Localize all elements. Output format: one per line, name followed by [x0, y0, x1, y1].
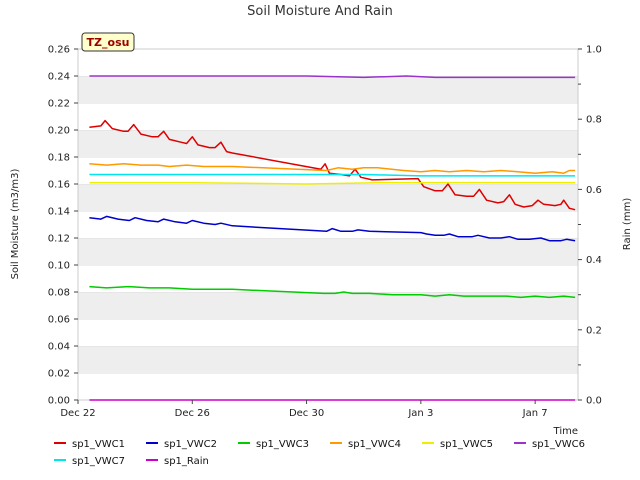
series-line-sp1_VWC6: [89, 75, 576, 79]
y2-tick-label: 0.4: [586, 255, 602, 266]
y-tick-label: 0.04: [48, 342, 70, 353]
series-line-sp1_VWC7: [89, 173, 576, 177]
right-y-axis: 0.0 0.2 0.4 0.6 0.8 1.0: [578, 45, 602, 407]
legend: sp1_VWC1 sp1_VWC2 sp1_VWC3 sp1_VWC4 sp1_VWC5…: [54, 439, 585, 467]
grid-band: [78, 49, 578, 76]
y-tick-label: 0.10: [48, 261, 70, 272]
y2-tick-label: 0.8: [586, 115, 602, 126]
y2-tick-label: 0.2: [586, 325, 602, 336]
y2-tick-label: 0.6: [586, 185, 602, 196]
legend-label: sp1_VWC6: [532, 439, 585, 450]
y-tick-label: 0.14: [48, 207, 70, 218]
legend-item: sp1_VWC5: [422, 439, 493, 450]
y-tick-label: 0.24: [48, 72, 70, 83]
chart-title: Soil Moisture And Rain: [247, 4, 393, 19]
grid-band: [78, 211, 578, 238]
y-tick-label: 0.16: [48, 180, 70, 191]
y-tick-label: 0.12: [48, 234, 70, 245]
y2-tick-label: 1.0: [586, 45, 602, 56]
y-tick-label: 0.06: [48, 315, 70, 326]
legend-label: sp1_VWC5: [440, 439, 493, 450]
legend-item: sp1_Rain: [146, 456, 209, 467]
y2-axis-label: Rain (mm): [622, 198, 633, 251]
legend-label: sp1_VWC4: [348, 439, 401, 450]
y-axis-label: Soil Moisture (m3/m3): [10, 169, 21, 280]
grid-band: [78, 130, 578, 157]
series-line-sp1_VWC2: [89, 215, 576, 242]
left-y-axis: 0.00 0.02 0.04 0.06 0.08 0.10 0.12 0.14 0.16 0.18…: [48, 45, 78, 407]
site-tag: TZ_osu: [81, 32, 135, 52]
legend-item: sp1_VWC4: [330, 439, 401, 450]
grid-band: [78, 238, 578, 265]
y-tick-label: 0.00: [48, 396, 70, 407]
legend-label: sp1_VWC2: [164, 439, 217, 450]
y-tick-label: 0.08: [48, 288, 70, 299]
x-tick-label: Jan 7: [522, 408, 548, 419]
legend-item: sp1_VWC1: [54, 439, 125, 450]
legend-label: sp1_VWC7: [72, 456, 125, 467]
y-tick-label: 0.18: [48, 153, 70, 164]
x-tick-label: Dec 26: [175, 408, 210, 419]
y-tick-label: 0.20: [48, 126, 70, 137]
legend-label: sp1_VWC1: [72, 439, 125, 450]
grid-band: [78, 76, 578, 103]
series-line-sp1_VWC3: [89, 285, 576, 299]
x-axis: Dec 22 Dec 26 Dec 30 Jan 3 Jan 7: [60, 400, 548, 419]
y2-tick-label: 0.0: [586, 396, 602, 407]
grid-band: [78, 346, 578, 373]
series-layer: [89, 75, 576, 401]
x-tick-label: Dec 30: [289, 408, 324, 419]
grid-band: [78, 319, 578, 346]
x-tick-label: Dec 22: [60, 408, 95, 419]
legend-item: sp1_VWC2: [146, 439, 217, 450]
legend-item: sp1_VWC6: [514, 439, 585, 450]
legend-label: sp1_VWC3: [256, 439, 309, 450]
series-line-sp1_VWC1: [89, 119, 576, 211]
grid-bands: [78, 48, 578, 400]
series-line-sp1_VWC4: [89, 163, 576, 174]
grid-band: [78, 184, 578, 211]
legend-item: sp1_VWC7: [54, 456, 125, 467]
x-axis-label: Time: [553, 426, 578, 437]
y-tick-label: 0.26: [48, 45, 70, 56]
y-tick-label: 0.02: [48, 369, 70, 380]
site-tag-label: TZ_osu: [87, 36, 130, 49]
grid-band: [78, 373, 578, 400]
series-line-sp1_VWC5: [89, 181, 576, 185]
legend-label: sp1_Rain: [164, 456, 209, 467]
y-tick-label: 0.22: [48, 99, 70, 110]
x-tick-label: Jan 3: [407, 408, 433, 419]
grid-band: [78, 103, 578, 130]
site-tag-box: [81, 32, 135, 52]
legend-item: sp1_VWC3: [238, 439, 309, 450]
